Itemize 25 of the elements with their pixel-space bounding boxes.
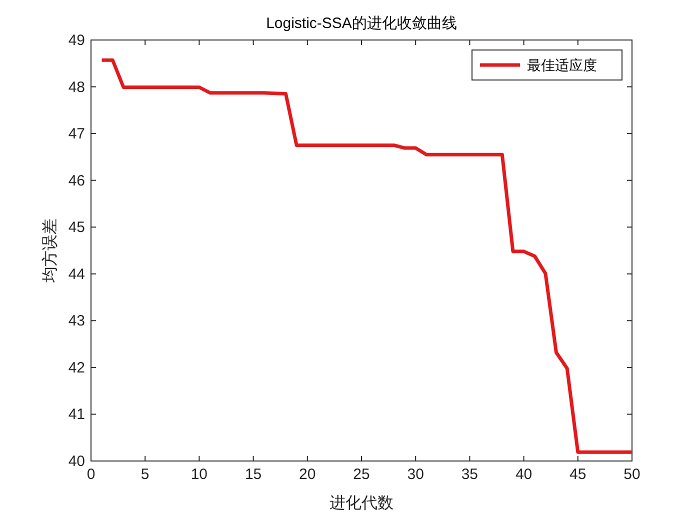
y-tick-label: 49 — [68, 32, 85, 49]
x-tick-label: 10 — [190, 466, 208, 483]
x-tick-label: 45 — [570, 466, 586, 483]
y-axis-title: 均方误差 — [41, 218, 59, 284]
y-tick-label: 46 — [68, 172, 85, 190]
y-tick-label: 48 — [68, 78, 85, 96]
x-tick-label: 5 — [140, 466, 150, 483]
legend-label: 最佳适应度 — [527, 57, 597, 73]
chart-title: Logistic-SSA的进化收敛曲线 — [266, 15, 457, 32]
x-tick-label: 50 — [624, 466, 640, 483]
x-tick-label: 40 — [515, 466, 532, 483]
y-tick-label: 45 — [68, 219, 85, 236]
y-tick-label: 43 — [68, 312, 85, 330]
y-tick-label: 42 — [68, 359, 85, 376]
y-tick-label: 41 — [68, 406, 85, 424]
x-tick-label: 15 — [244, 466, 262, 483]
x-tick-label: 35 — [461, 466, 478, 483]
y-tick-label: 44 — [68, 266, 85, 283]
x-tick-label: 0 — [86, 466, 96, 483]
x-tick-label: 30 — [407, 466, 424, 483]
y-tick-label: 47 — [68, 126, 85, 143]
x-axis-title: 进化代数 — [330, 494, 394, 512]
x-tick-label: 25 — [353, 466, 370, 483]
y-tick-label: 40 — [68, 453, 85, 470]
x-tick-label: 20 — [299, 466, 316, 483]
